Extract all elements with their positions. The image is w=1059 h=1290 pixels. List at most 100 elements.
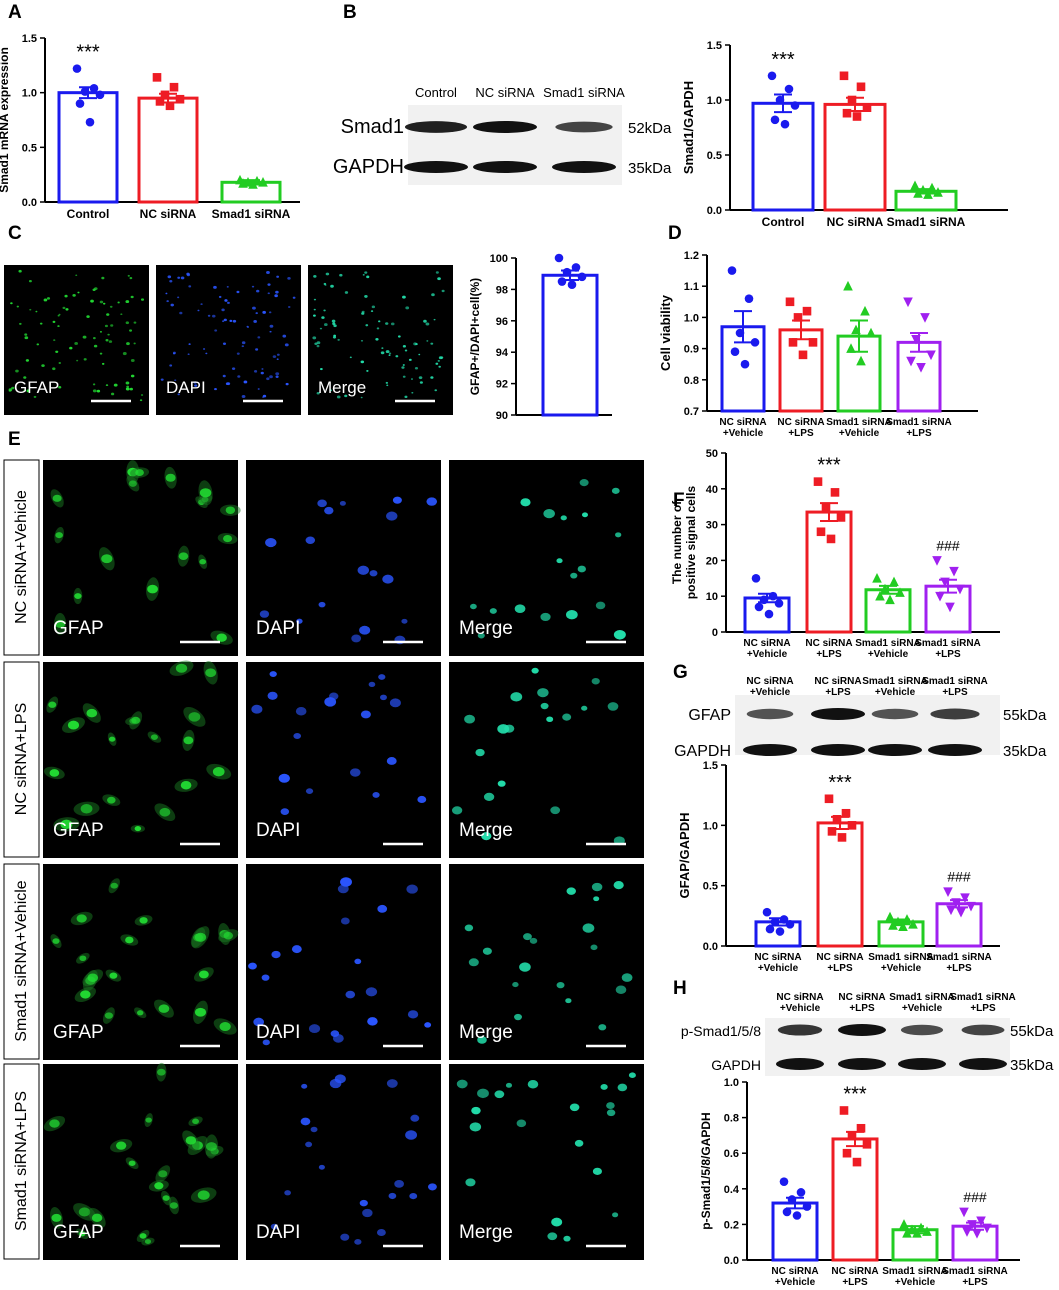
y-tick-label: 0.8 (724, 1113, 739, 1125)
cell-nucleus (364, 295, 368, 298)
cell-nucleus (162, 1195, 170, 1201)
merge-micrograph (449, 460, 644, 656)
data-point (923, 189, 933, 199)
y-axis-label: Smad1/GAPDH (681, 81, 696, 174)
blot-band (961, 1024, 1005, 1036)
cell-nucleus (64, 294, 68, 298)
cell-nucleus (105, 384, 109, 387)
cell-nucleus (46, 297, 51, 300)
cell-nucleus (418, 376, 423, 380)
cell-nucleus (523, 933, 532, 941)
data-point (862, 1140, 872, 1149)
cell-nucleus (275, 372, 280, 376)
cell-nucleus (402, 375, 406, 378)
cell-nucleus (332, 322, 336, 325)
y-tick-label: 0.0 (724, 1255, 739, 1267)
cell-nucleus (113, 383, 118, 387)
dapi-micrograph (246, 662, 441, 858)
cell-nucleus (271, 950, 281, 959)
cell-nucleus (105, 339, 109, 342)
data-point (793, 313, 803, 322)
cell-nucleus (79, 955, 87, 962)
cell-nucleus (313, 314, 316, 317)
blot-band (871, 708, 919, 720)
significance-label: *** (76, 42, 100, 64)
cell-nucleus (256, 289, 260, 293)
cell-nucleus (223, 318, 227, 322)
molecular-weight-label: 52kDa (628, 120, 672, 137)
cell-nucleus (205, 668, 217, 678)
cell-nucleus (139, 1233, 147, 1239)
lane-label: +Vehicle (875, 687, 916, 698)
cell-nucleus (497, 780, 506, 787)
data-point (764, 609, 774, 619)
data-point (790, 101, 800, 110)
x-tick-label: NC siRNA (771, 1266, 818, 1277)
cell-nucleus (318, 601, 326, 608)
cell-nucleus (55, 619, 66, 628)
cell-nucleus (556, 981, 565, 989)
cell-nucleus (92, 389, 97, 393)
lane-label: +LPS (849, 1003, 875, 1014)
cell-nucleus (158, 1004, 170, 1013)
cell-nucleus (165, 292, 168, 295)
cell-nucleus (392, 496, 402, 504)
data-point (762, 907, 772, 917)
cell-nucleus (101, 362, 105, 365)
cell-nucleus (411, 391, 414, 394)
data-point (839, 71, 849, 81)
y-tick-label: 1.0 (724, 1077, 739, 1089)
cell-nucleus (451, 806, 463, 815)
data-point (898, 921, 908, 931)
cell-nucleus (207, 314, 211, 317)
data-point (85, 117, 95, 127)
cell-nucleus (613, 629, 626, 640)
cell-nucleus (332, 1034, 344, 1043)
cell-nucleus (94, 287, 98, 290)
cell-nucleus (262, 1039, 270, 1046)
cell-nucleus (329, 1078, 342, 1089)
x-tick-label: Smad1 siRNA (886, 417, 952, 428)
cell-nucleus (477, 632, 485, 639)
cell-nucleus (365, 324, 369, 327)
y-tick-label: 0.9 (684, 344, 699, 356)
cell-nucleus (125, 321, 130, 325)
cell-nucleus (109, 305, 113, 308)
cell-nucleus (49, 769, 60, 777)
y-tick-label: 94 (496, 347, 509, 359)
cell-nucleus (520, 498, 531, 507)
data-point (911, 334, 921, 345)
cell-nucleus (52, 320, 56, 323)
cell-nucleus (188, 285, 192, 288)
cell-nucleus (86, 708, 98, 718)
cell-nucleus (177, 296, 180, 299)
y-tick-label: 0.0 (22, 197, 37, 209)
data-point (782, 1207, 792, 1217)
data-point (784, 84, 794, 94)
cell-nucleus (386, 757, 397, 765)
cell-nucleus (291, 945, 302, 954)
cell-nucleus (276, 358, 279, 360)
y-tick-label: 98 (496, 284, 508, 296)
panel-letter-H: H (673, 978, 687, 999)
cell-nucleus (333, 324, 337, 328)
data-point (935, 591, 945, 602)
cell-nucleus (407, 1010, 419, 1019)
cell-nucleus (140, 298, 145, 301)
cell-nucleus (205, 1142, 217, 1151)
cell-nucleus (385, 322, 389, 325)
data-point (940, 577, 950, 588)
cell-nucleus (514, 1013, 522, 1021)
cell-nucleus (324, 323, 328, 327)
y-tick-label: 1.0 (684, 312, 699, 324)
cell-nucleus (437, 277, 441, 281)
cell-nucleus (197, 309, 200, 312)
cell-nucleus (402, 295, 406, 299)
cell-nucleus (80, 804, 93, 814)
cell-nucleus (53, 339, 56, 342)
cell-nucleus (18, 269, 22, 273)
y-tick-label: 1.0 (22, 88, 37, 100)
cell-nucleus (381, 347, 384, 349)
